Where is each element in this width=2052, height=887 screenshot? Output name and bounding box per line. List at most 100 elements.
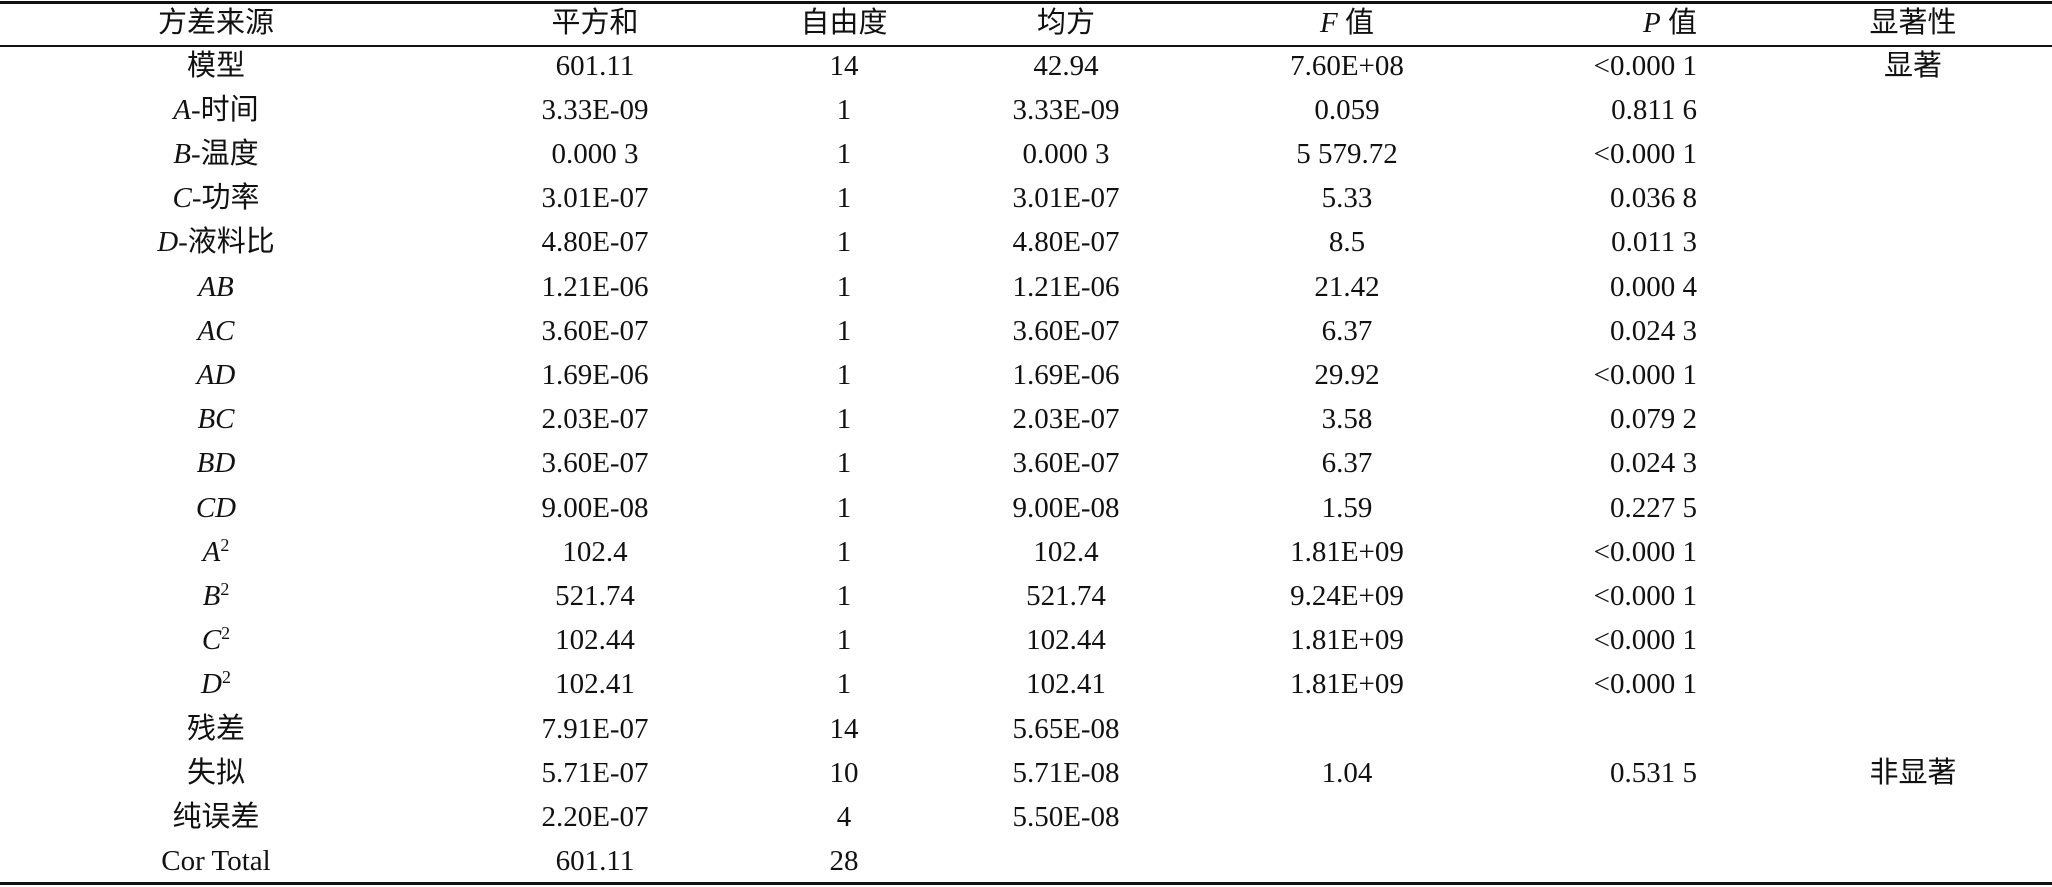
- label: -温度: [191, 137, 259, 170]
- cell-sum-of-squares: 3.33E-09: [541, 93, 649, 126]
- header-df: 自由度: [800, 7, 888, 39]
- label: -液料比: [178, 226, 275, 259]
- cell-mean-square: 5.50E-08: [1012, 800, 1120, 833]
- symbol: BD: [196, 447, 236, 480]
- cell-sum-of-squares: 5.71E-07: [541, 756, 649, 789]
- cell-df: 1: [836, 624, 852, 657]
- cell-df: 1: [836, 535, 852, 568]
- cell-f-value: 5.33: [1321, 182, 1373, 215]
- cell-source: B2: [56, 574, 376, 618]
- cell-mean-square: 3.01E-07: [1012, 182, 1120, 215]
- header-p-value: P 值: [1397, 1, 1697, 45]
- label: -功率: [191, 182, 260, 215]
- cell-df: 1: [836, 93, 852, 126]
- cell-df: 1: [836, 579, 852, 612]
- cell-f-value: 6.37: [1321, 314, 1373, 347]
- header-mean-square: 均方: [1036, 7, 1095, 39]
- label: -时间: [191, 93, 259, 126]
- cell-f-value: 9.24E+09: [1290, 579, 1404, 612]
- cell-sum-of-squares: 601.11: [555, 49, 635, 82]
- symbol: B: [173, 137, 192, 170]
- cell-f-value: 1.81E+09: [1290, 535, 1404, 568]
- cell-f-value: 6.37: [1321, 447, 1373, 480]
- cell-significance: 非显著: [1869, 756, 1957, 789]
- cell-sum-of-squares: 521.74: [555, 579, 635, 612]
- cell-p-value: 0.227 5: [1610, 491, 1697, 524]
- cell-f-value: 1.04: [1321, 756, 1373, 789]
- superscript: 2: [220, 578, 230, 599]
- cell-p-value: 0.079 2: [1610, 403, 1697, 436]
- cell-p-value: 0.811 6: [1611, 93, 1697, 126]
- cell-source: AD: [56, 353, 376, 397]
- cell-mean-square: 9.00E-08: [1012, 491, 1120, 524]
- symbol: AD: [196, 358, 236, 391]
- cell-p-value: 0.024 3: [1610, 447, 1697, 480]
- symbol: P: [1643, 7, 1661, 39]
- cell-df: 1: [836, 182, 852, 215]
- symbol: D: [157, 226, 179, 259]
- cell-p-value: 0.011 3: [1611, 226, 1697, 259]
- cell-df: 14: [829, 712, 859, 745]
- symbol: BC: [197, 403, 235, 436]
- cell-source: A2: [56, 530, 376, 574]
- cell-df: 1: [836, 668, 852, 701]
- cell-mean-square: 521.74: [1026, 579, 1106, 612]
- cell-df: 1: [836, 358, 852, 391]
- cell-p-value: 0.024 3: [1610, 314, 1697, 347]
- cell-p-value: <0.000 1: [1593, 535, 1697, 568]
- cell-mean-square: 3.60E-07: [1012, 314, 1120, 347]
- symbol: F: [1320, 7, 1338, 39]
- cell-p-value: 0.531 5: [1610, 756, 1697, 789]
- cell-f-value: 3.58: [1321, 403, 1373, 436]
- superscript: 2: [221, 667, 231, 688]
- symbol: C: [201, 624, 222, 657]
- cell-source: CD: [56, 486, 376, 530]
- cell-sum-of-squares: 3.60E-07: [541, 314, 649, 347]
- cell-mean-square: 5.71E-08: [1012, 756, 1120, 789]
- cell-p-value: <0.000 1: [1593, 668, 1697, 701]
- cell-f-value: 7.60E+08: [1290, 49, 1404, 82]
- symbol: D: [201, 668, 222, 701]
- cell-df: 4: [836, 800, 852, 833]
- cell-source: 模型: [186, 49, 245, 82]
- cell-mean-square: 102.4: [1033, 535, 1099, 568]
- header-sum-of-squares: 平方和: [551, 7, 639, 39]
- cell-mean-square: 2.03E-07: [1012, 403, 1120, 436]
- cell-sum-of-squares: 3.60E-07: [541, 447, 649, 480]
- superscript: 2: [220, 534, 230, 555]
- bottom-rule: [0, 882, 2052, 885]
- cell-mean-square: 1.69E-06: [1012, 358, 1120, 391]
- cell-df: 1: [836, 403, 852, 436]
- cell-f-value: 5 579.72: [1296, 137, 1398, 170]
- cell-source: BC: [56, 397, 376, 441]
- cell-p-value: 0.000 4: [1610, 270, 1697, 303]
- cell-df: 1: [836, 447, 852, 480]
- cell-sum-of-squares: 2.20E-07: [541, 800, 649, 833]
- cell-mean-square: 0.000 3: [1022, 137, 1110, 170]
- header-source: 方差来源: [157, 7, 274, 39]
- cell-sum-of-squares: 102.4: [562, 535, 628, 568]
- cell-sum-of-squares: 102.44: [555, 624, 635, 657]
- cell-sum-of-squares: 1.69E-06: [541, 358, 649, 391]
- header-f-value: F 值: [1187, 1, 1507, 45]
- cell-mean-square: 102.41: [1026, 668, 1106, 701]
- label: 值: [1337, 7, 1374, 39]
- cell-mean-square: 102.44: [1026, 624, 1106, 657]
- cell-source: BD: [56, 441, 376, 485]
- label: 值: [1660, 7, 1697, 39]
- cell-df: 1: [836, 270, 852, 303]
- header-significance: 显著性: [1869, 7, 1957, 39]
- cell-f-value: 21.42: [1314, 270, 1380, 303]
- symbol: A: [173, 93, 192, 126]
- cell-df: 1: [836, 137, 852, 170]
- cell-sum-of-squares: 9.00E-08: [541, 491, 649, 524]
- symbol: AB: [198, 270, 234, 303]
- cell-p-value: <0.000 1: [1593, 137, 1697, 170]
- cell-df: 28: [829, 845, 859, 878]
- cell-sum-of-squares: 1.21E-06: [541, 270, 649, 303]
- cell-sum-of-squares: 4.80E-07: [541, 226, 649, 259]
- cell-f-value: 0.059: [1314, 93, 1380, 126]
- cell-df: 14: [829, 49, 859, 82]
- cell-sum-of-squares: 102.41: [555, 668, 635, 701]
